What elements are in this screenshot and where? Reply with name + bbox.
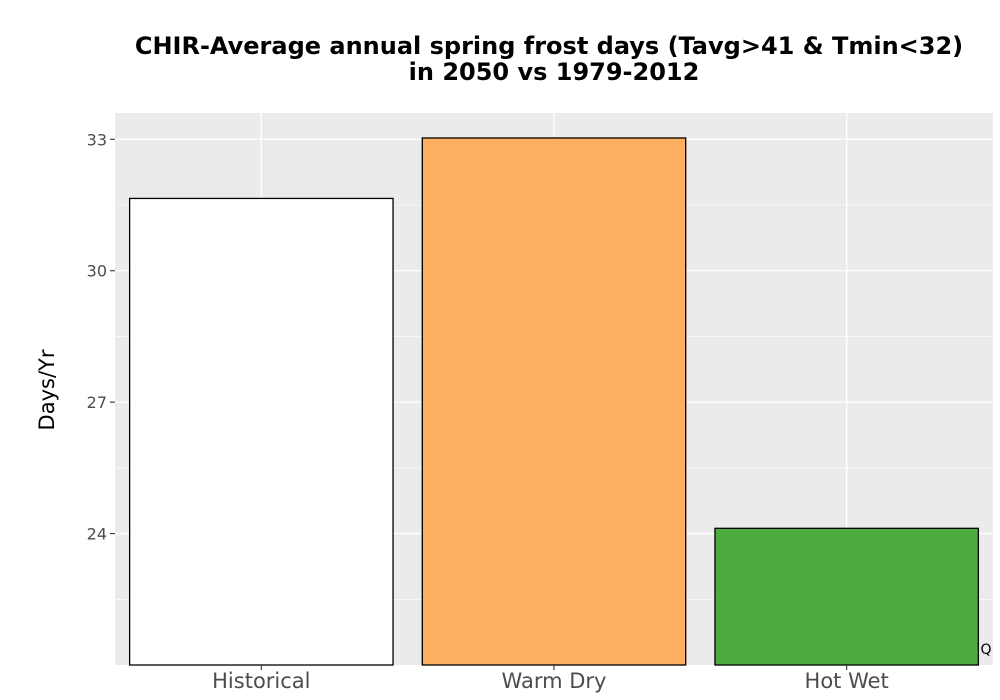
bar-historical — [128, 197, 394, 666]
y-tick-label: 27 — [87, 393, 107, 412]
bars — [128, 137, 980, 666]
y-tick-label: 24 — [87, 525, 107, 544]
x-tick-label: Historical — [212, 669, 310, 693]
bar-hot-wet — [714, 527, 980, 666]
chart-title: CHIR-Average annual spring frost days (T… — [135, 32, 963, 60]
y-axis: 24 27 30 33 — [87, 130, 115, 544]
chart-subtitle: in 2050 vs 1979-2012 — [409, 58, 700, 86]
corner-mark: Q — [980, 642, 991, 658]
y-axis-title: Days/Yr — [35, 349, 59, 430]
y-tick-label: 30 — [87, 262, 107, 281]
x-tick-label: Hot Wet — [805, 669, 889, 693]
x-tick-label: Warm Dry — [502, 669, 607, 693]
bar-warm-dry — [421, 137, 687, 666]
x-axis: Historical Warm Dry Hot Wet — [212, 665, 889, 693]
y-tick-label: 33 — [87, 130, 107, 149]
